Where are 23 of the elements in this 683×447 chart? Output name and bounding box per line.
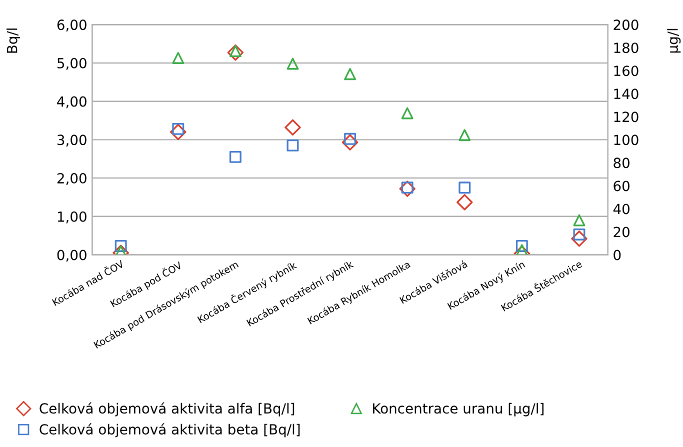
y2-tick-label: 40 [613,204,630,214]
legend-label: Koncentrace uranu [µg/l] [373,402,544,416]
y2-axis-title: µg/l [667,28,681,53]
y2-tick-label: 200 [614,20,638,30]
y2-tick-label: 80 [614,158,630,168]
y2-tick-label: 160 [614,66,638,76]
y-tick-label: 5,00 [57,58,86,70]
y-tick-label: 4,00 [57,96,86,108]
legend-label: Celková objemová aktivita beta [Bq/l] [40,423,300,438]
y2-tick-label: 20 [614,226,630,238]
y-tick-label: 3,00 [57,134,86,147]
y2-tick-label: 0 [614,250,621,260]
y2-tick-label: 120 [614,112,638,122]
y-axis-title: Bq/l [6,28,20,53]
y-tick-label: 0,00 [57,250,86,262]
y2-tick-label: 140 [614,88,638,100]
y-tick-label: 6,00 [57,20,86,32]
y-tick-label: 2,00 [57,173,86,185]
y2-tick-label: 100 [614,134,638,146]
y2-tick-label: 60 [614,180,630,192]
y2-tick-label: 180 [614,42,638,54]
y-tick-label: 1,00 [58,211,86,224]
legend-label: Celková objemová aktivita alfa [Bq/l] [40,402,294,416]
